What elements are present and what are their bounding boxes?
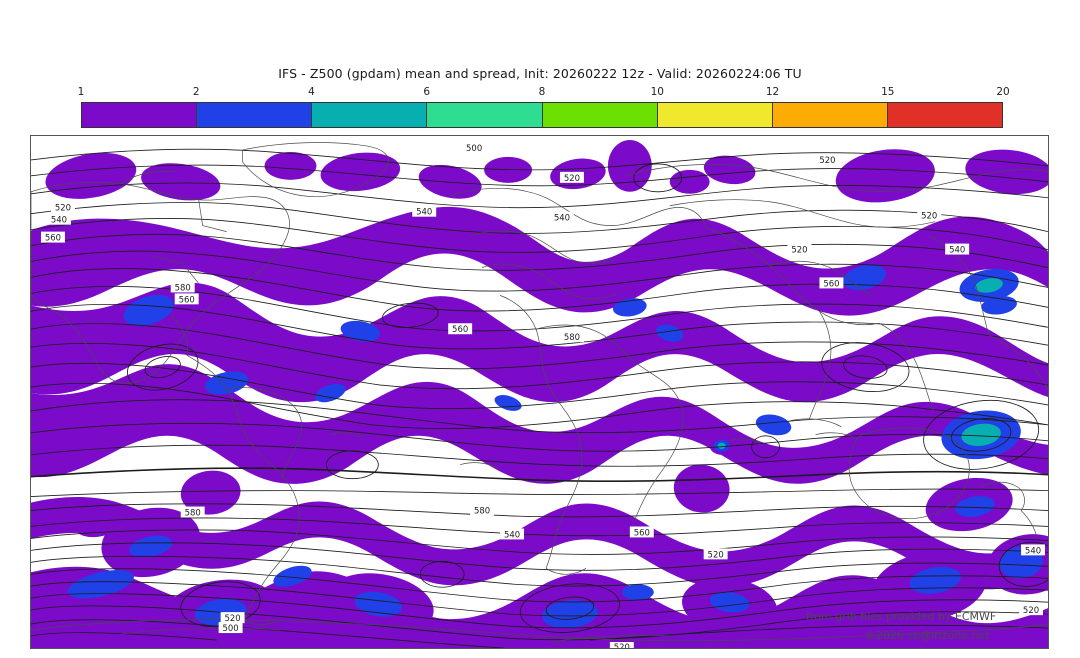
contour-label: 540 (1021, 544, 1046, 555)
contour-label: 520 (220, 612, 245, 623)
colorbar-band-1-2 (82, 103, 198, 127)
contour-label: 540 (412, 205, 437, 217)
svg-text:520: 520 (55, 203, 71, 213)
colorbar-tick-4: 4 (308, 86, 315, 98)
spread-band-4-6 (961, 278, 1003, 447)
contour-label: 520 (815, 153, 840, 165)
contour-label: 560 (40, 231, 65, 243)
colorbar: 1 2 4 6 8 10 12 15 20 (77, 86, 1010, 130)
colorbar-band-6-8 (427, 103, 543, 127)
svg-text:580: 580 (474, 506, 490, 516)
contour-label: 560 (174, 293, 199, 304)
contour-label: 540 (549, 211, 574, 223)
svg-text:560: 560 (179, 294, 195, 304)
colorbar-tick-1: 1 (77, 86, 85, 98)
svg-text:520: 520 (708, 549, 724, 559)
svg-text:560: 560 (823, 278, 839, 288)
contour-label: 540 (500, 528, 525, 539)
svg-text:560: 560 (634, 527, 650, 537)
svg-text:580: 580 (175, 282, 191, 292)
svg-text:540: 540 (1025, 545, 1041, 555)
contour-label: 580 (170, 281, 195, 292)
svg-text:540: 540 (416, 207, 432, 217)
svg-text:540: 540 (949, 245, 965, 255)
colorbar-tick-6: 6 (423, 86, 431, 98)
copyright-credit: ©2026 sb@irizone.net (865, 629, 990, 642)
svg-text:580: 580 (564, 332, 580, 342)
contour-label: 540 (945, 243, 970, 255)
svg-text:540: 540 (51, 215, 67, 225)
contour-label-layer: 500 520 520 520 (40, 141, 1046, 648)
svg-text:540: 540 (554, 213, 570, 223)
colorbar-tick-20: 20 (996, 86, 1010, 98)
contour-label: 580 (180, 506, 205, 518)
map-panel[interactable]: 500 520 520 520 (30, 135, 1049, 649)
contour-label: 520 (609, 642, 634, 648)
colorbar-band-8-10 (542, 103, 658, 127)
colorbar-band-12-15 (772, 103, 888, 127)
svg-text:500: 500 (466, 143, 482, 153)
svg-text:520: 520 (614, 642, 630, 648)
spread-band-1-2 (31, 206, 1048, 484)
svg-text:560: 560 (452, 324, 468, 334)
contour-label: 520 (787, 243, 812, 255)
colorbar-tick-12: 12 (765, 86, 780, 98)
svg-text:520: 520 (921, 211, 937, 221)
contour-label: 580 (470, 504, 495, 516)
contour-label: 500 (218, 622, 243, 633)
colorbar-band-15-20 (887, 103, 1002, 127)
contour-label: 520 (703, 548, 728, 559)
map-canvas: 500 520 520 520 (31, 136, 1048, 648)
colorbar-tick-2: 2 (192, 86, 200, 98)
colorbar-band-2-4 (197, 103, 313, 127)
contour-label: 560 (629, 526, 654, 537)
coastline-layer (31, 142, 1048, 643)
colorbar-tick-15: 15 (881, 86, 895, 98)
svg-text:580: 580 (185, 508, 201, 518)
contour-label: 580 (559, 331, 584, 342)
contour-label: 540 (46, 213, 71, 225)
contour-label: 500 (462, 141, 487, 153)
contour-label: 520 (50, 201, 75, 213)
contour-label: 520 (917, 209, 942, 221)
svg-text:520: 520 (225, 613, 241, 623)
colorbar-bands (81, 102, 1003, 128)
svg-text:520: 520 (791, 245, 807, 255)
spread-patch-group-north (45, 139, 1048, 203)
spread-shading-layer (31, 139, 1048, 648)
svg-text:520: 520 (1023, 605, 1039, 615)
svg-text:500: 500 (223, 623, 239, 633)
spread-band-south (31, 464, 1048, 648)
colorbar-band-4-6 (312, 103, 428, 127)
colorbar-band-10-12 (657, 103, 773, 127)
svg-text:520: 520 (819, 155, 835, 165)
contour-label: 520 (559, 171, 584, 183)
contour-label: 520 (1019, 604, 1044, 615)
colorbar-tick-8: 8 (538, 86, 546, 98)
contour-label: 560 (819, 277, 844, 288)
contour-label: 560 (448, 323, 473, 334)
svg-text:560: 560 (45, 233, 61, 243)
page-title: IFS - Z500 (gpdam) mean and spread, Init… (278, 66, 802, 81)
data-source-credit: from grib files provided by ECMWF (806, 610, 997, 623)
svg-text:540: 540 (504, 529, 520, 539)
colorbar-tick-10: 10 (650, 86, 664, 98)
colorbar-tick-labels: 1 2 4 6 8 10 12 15 20 (77, 86, 1010, 101)
svg-text:520: 520 (564, 173, 580, 183)
spread-feature-coral-sea (709, 436, 734, 455)
